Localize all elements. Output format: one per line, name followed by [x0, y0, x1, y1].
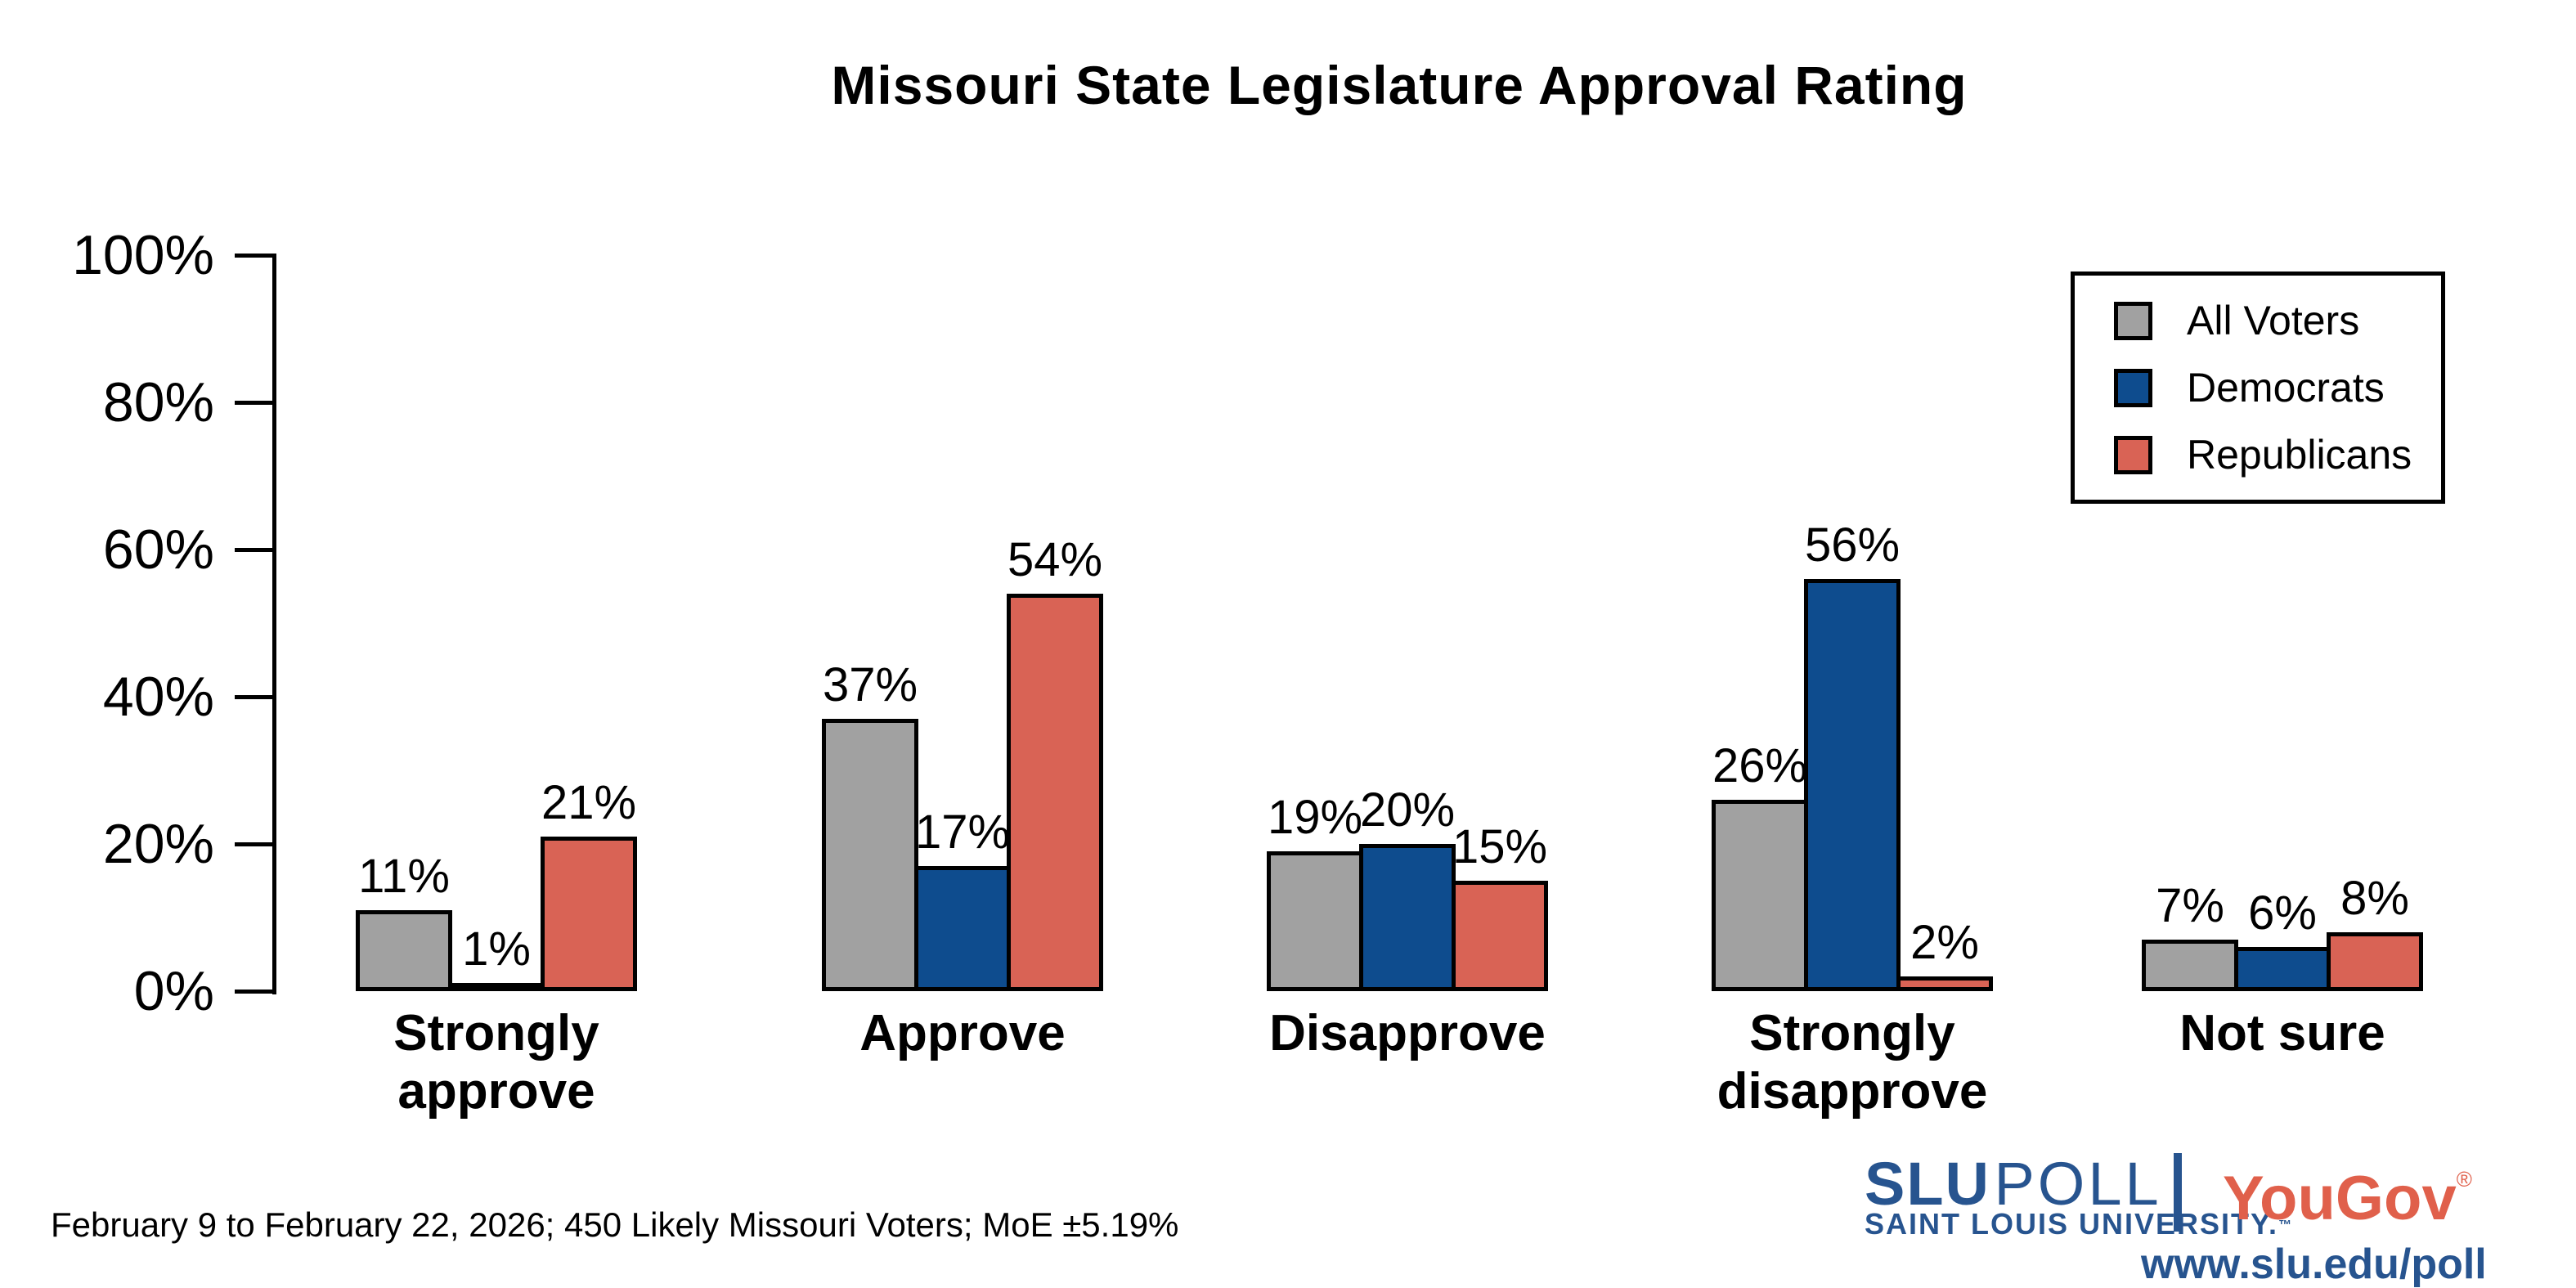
bar-value-label: 19%	[1267, 791, 1363, 844]
bar-republicans	[541, 837, 637, 991]
bar-column: 8%	[2327, 875, 2423, 991]
bar-all-voters	[1712, 800, 1808, 991]
bar-group: 26% 56% 2%	[1712, 255, 1993, 991]
bar-democrats	[1804, 579, 1901, 991]
bar-democrats	[914, 866, 1011, 991]
bar-value-label: 15%	[1452, 820, 1548, 873]
bar-value-label: 21%	[541, 776, 637, 829]
bar-value-label: 8%	[2340, 872, 2409, 925]
bar-group: 7% 6% 8%	[2142, 255, 2423, 991]
yougov-logo-text: YouGov	[2223, 1164, 2457, 1233]
y-axis-tick	[235, 990, 274, 994]
trademark-symbol: ™	[2278, 1218, 2294, 1232]
bar-column: 56%	[1804, 522, 1901, 991]
bar-column: 17%	[914, 809, 1011, 991]
bar-democrats	[1359, 844, 1456, 991]
bar-value-label: 37%	[822, 658, 918, 711]
legend-swatch	[2114, 301, 2152, 340]
bar-column: 20%	[1359, 787, 1456, 991]
bar-column: 19%	[1267, 794, 1363, 991]
legend-label: All Voters	[2187, 298, 2360, 343]
bar-column: 15%	[1452, 824, 1548, 991]
bar-all-voters	[822, 719, 918, 991]
bar-value-label: 26%	[1712, 739, 1808, 792]
bar-all-voters	[356, 910, 452, 991]
y-axis-tick-label: 40%	[102, 666, 214, 728]
bar-value-label: 54%	[1007, 533, 1103, 586]
y-axis-tick-label: 20%	[102, 813, 214, 875]
bar-republicans	[1452, 881, 1548, 991]
bar-republicans	[1896, 976, 1993, 991]
bar-column: 21%	[541, 779, 637, 991]
bar-column: 54%	[1007, 536, 1103, 991]
bar-group: 19% 20% 15%	[1267, 255, 1548, 991]
bar-all-voters	[1267, 851, 1363, 991]
slu-poll-logo: SLU POLL	[1865, 1149, 2162, 1218]
y-axis-tick-label: 100%	[72, 224, 214, 286]
y-axis-tick	[235, 695, 274, 699]
bar-democrats	[2234, 947, 2331, 991]
bar-value-label: 1%	[462, 922, 531, 976]
legend-item: Republicans	[2114, 431, 2441, 478]
footer-note: February 9 to February 22, 2026; 450 Lik…	[51, 1205, 1179, 1244]
bar-value-label: 17%	[914, 806, 1011, 859]
bar-group: 37% 17% 54%	[822, 255, 1103, 991]
bar-value-label: 7%	[2156, 879, 2224, 932]
legend-swatch	[2114, 435, 2152, 474]
branding-block: SLU POLL SAINT LOUIS UNIVERSITY.™ YouGov…	[1856, 1145, 2560, 1288]
legend-label: Republicans	[2187, 432, 2412, 478]
legend: All Voters Democrats Republicans	[2071, 272, 2445, 504]
bar-value-label: 6%	[2248, 886, 2317, 940]
chart-title: Missouri State Legislature Approval Rati…	[831, 55, 1968, 115]
brand-divider-bar	[2174, 1153, 2182, 1232]
legend-label: Democrats	[2187, 365, 2385, 411]
slu-subtitle: SAINT LOUIS UNIVERSITY.™	[1865, 1207, 2293, 1241]
category-label: Approve	[859, 1005, 1066, 1061]
y-axis-tick-label: 80%	[102, 371, 214, 433]
bar-value-label: 2%	[1910, 916, 1979, 969]
yougov-logo: YouGov®	[2223, 1163, 2472, 1234]
y-axis-line	[272, 254, 276, 994]
legend-swatch	[2114, 368, 2152, 407]
y-axis-tick	[235, 254, 274, 258]
bar-column: 37%	[822, 662, 918, 991]
registered-symbol: ®	[2456, 1167, 2472, 1192]
bar-column: 7%	[2142, 882, 2238, 991]
legend-item: Democrats	[2114, 364, 2441, 411]
bar-democrats	[448, 983, 545, 991]
category-label: Not sure	[2179, 1005, 2385, 1061]
slu-subtitle-text: SAINT LOUIS UNIVERSITY.	[1865, 1207, 2279, 1241]
slu-poll-url: www.slu.edu/poll	[2141, 1241, 2487, 1288]
y-axis-tick-label: 60%	[102, 518, 214, 581]
y-axis-tick	[235, 401, 274, 405]
bar-column: 11%	[356, 853, 452, 991]
y-axis-tick	[235, 842, 274, 846]
category-label: Disapprove	[1269, 1005, 1546, 1061]
bar-column: 1%	[448, 926, 545, 991]
bar-column: 6%	[2234, 890, 2331, 991]
bar-value-label: 20%	[1359, 783, 1456, 837]
y-axis-tick	[235, 548, 274, 552]
bar-column: 26%	[1712, 743, 1808, 991]
bar-all-voters	[2142, 940, 2238, 991]
bar-republicans	[2327, 932, 2423, 991]
bar-group: 11% 1% 21%	[356, 255, 637, 991]
category-label: Strongly disapprove	[1717, 1005, 1988, 1120]
poll-logo-text: POLL	[1994, 1150, 2162, 1218]
y-axis-tick-label: 0%	[133, 960, 214, 1022]
bar-column: 2%	[1896, 919, 1993, 991]
legend-item: All Voters	[2114, 297, 2441, 344]
slu-logo-text: SLU	[1865, 1150, 1990, 1218]
bar-republicans	[1007, 594, 1103, 991]
bar-value-label: 11%	[358, 850, 450, 903]
category-label: Strongly approve	[393, 1005, 599, 1120]
bar-value-label: 56%	[1804, 518, 1901, 572]
